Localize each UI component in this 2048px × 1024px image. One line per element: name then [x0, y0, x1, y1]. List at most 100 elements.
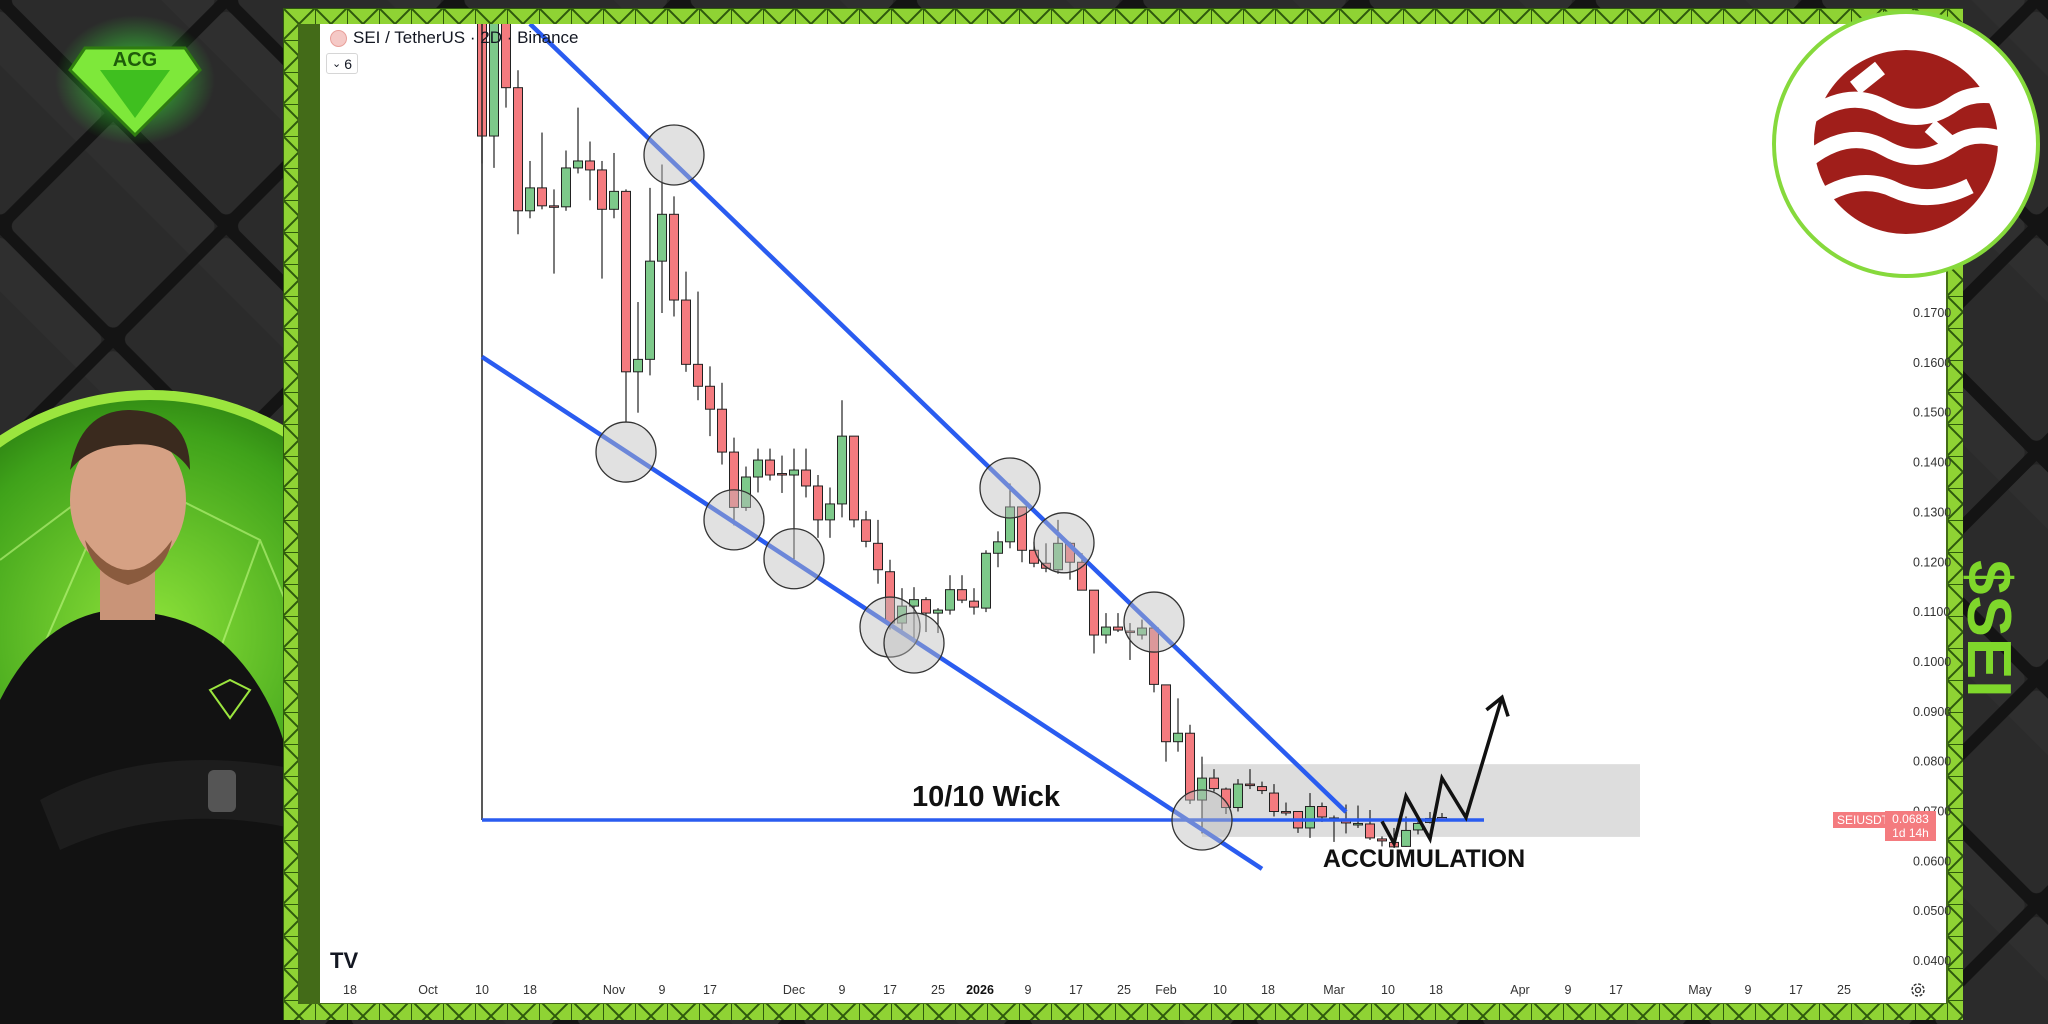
touch-point-circle[interactable] — [595, 421, 657, 483]
chart-panel[interactable] — [320, 24, 1946, 1003]
candle-up — [633, 302, 643, 413]
svg-text:ACG: ACG — [113, 49, 157, 71]
candle-down — [1281, 802, 1291, 816]
candle-body — [1089, 589, 1099, 636]
candle-body — [705, 385, 715, 410]
candle-down — [1245, 769, 1255, 790]
price-tick-label: 0.0800 — [1913, 755, 1951, 769]
candle-down — [1161, 684, 1171, 762]
candle-body — [945, 589, 955, 611]
arrow-head-icon — [1485, 694, 1510, 717]
candle-down — [513, 70, 523, 235]
price-tick-label: 0.1600 — [1913, 356, 1951, 370]
candle-body — [669, 213, 679, 301]
price-axis[interactable]: 0.1700 0.1600 0.1500 0.1400 0.1300 0.1200 0.11… — [1913, 306, 1951, 968]
candle-body — [645, 260, 655, 360]
candle-body — [897, 605, 907, 624]
time-tick-label: Dec — [783, 983, 805, 997]
candle-body — [1305, 806, 1315, 829]
candle-down — [549, 189, 559, 274]
price-tick-label: 0.1700 — [1913, 306, 1951, 320]
indicators-toggle[interactable]: ⌄ 6 — [326, 53, 358, 74]
candle-body — [777, 473, 787, 476]
touch-point-circle[interactable] — [883, 612, 945, 674]
last-price-label: 0.0683 1d 14h — [1885, 811, 1936, 841]
touch-point-circle[interactable] — [1123, 591, 1185, 653]
candle-down — [693, 291, 703, 401]
candle-body — [717, 408, 727, 453]
candle-up — [1353, 805, 1363, 828]
candle-body — [1269, 792, 1279, 812]
candle-up — [933, 608, 943, 634]
candle-body — [561, 167, 571, 208]
candle-body — [1257, 786, 1267, 792]
time-tick-label: 17 — [1789, 983, 1803, 997]
candle-up — [1005, 483, 1015, 549]
candle-up — [1137, 619, 1147, 640]
time-tick-label: 10 — [1381, 983, 1395, 997]
candle-down — [597, 160, 607, 279]
candle-body — [1017, 506, 1027, 551]
candle-down — [1209, 769, 1219, 792]
candle-body — [1209, 777, 1219, 790]
candle-up — [1305, 793, 1315, 838]
candle-up — [837, 400, 847, 518]
ticker-badge: $SEI — [1954, 560, 2023, 699]
candle-body — [849, 435, 859, 521]
time-axis[interactable]: 18 Oct 10 18 Nov 9 17 Dec 9 17 25 2026 9 17 25 Feb 10 18 M… — [343, 983, 1851, 997]
time-tick-label: 17 — [883, 983, 897, 997]
touch-point-circle[interactable] — [1171, 789, 1233, 851]
candle-body — [765, 459, 775, 476]
symbol-legend[interactable]: SEI / TetherUS · 2D · Binance — [330, 28, 579, 48]
candle-down — [1089, 589, 1099, 654]
settings-gear-icon[interactable] — [1909, 981, 1927, 999]
price-tick-label: 0.0500 — [1913, 904, 1951, 918]
time-tick-label: May — [1688, 983, 1712, 997]
indicator-count: 6 — [344, 55, 352, 72]
candle-body — [681, 299, 691, 365]
candle-body — [1173, 732, 1183, 743]
candle-up — [897, 588, 907, 636]
projection-path[interactable] — [1380, 696, 1504, 849]
candle-down — [765, 448, 775, 481]
candle-down — [777, 455, 787, 493]
candle-body — [1137, 627, 1147, 636]
candle-body — [621, 190, 631, 373]
candle-down — [801, 448, 811, 498]
candle-down — [621, 189, 631, 422]
time-tick-label: 18 — [1429, 983, 1443, 997]
time-tick-label: Nov — [603, 983, 626, 997]
touch-point-circle[interactable] — [703, 489, 765, 551]
candle-down — [849, 435, 859, 528]
chevron-down-icon: ⌄ — [331, 58, 342, 70]
candle-body — [909, 599, 919, 607]
upper-trendline[interactable] — [528, 24, 1348, 814]
drawings: 10/10 Wick ACCUMULATION — [480, 24, 1525, 873]
candle-down — [1257, 781, 1267, 795]
candle-up — [1173, 698, 1183, 752]
candle-body — [813, 485, 823, 521]
candle-body — [501, 24, 511, 89]
tradingview-logo[interactable]: TV — [330, 948, 359, 973]
time-tick-label: 17 — [1609, 983, 1623, 997]
candle-up — [993, 531, 1003, 568]
acg-diamond-logo: ACG — [55, 15, 215, 145]
candle-body — [1041, 562, 1051, 569]
candle-down — [1221, 787, 1231, 814]
sei-coin-icon — [330, 29, 347, 47]
touch-point-circle[interactable] — [763, 528, 825, 590]
candle-body — [1317, 806, 1327, 818]
touch-point-circle[interactable] — [643, 124, 705, 186]
candle-body — [1005, 506, 1015, 543]
candle-body — [597, 169, 607, 210]
time-tick-label: 9 — [1565, 983, 1572, 997]
candle-body — [933, 609, 943, 614]
candle-up — [909, 587, 919, 643]
symbol-price-label: SEIUSDT — [1833, 812, 1894, 828]
touch-point-circle[interactable] — [1033, 512, 1095, 574]
lower-trendline[interactable] — [480, 354, 1264, 871]
touch-point-circle[interactable] — [859, 596, 921, 658]
accumulation-label: ACCUMULATION — [1323, 845, 1525, 873]
touch-point-circle[interactable] — [979, 457, 1041, 519]
